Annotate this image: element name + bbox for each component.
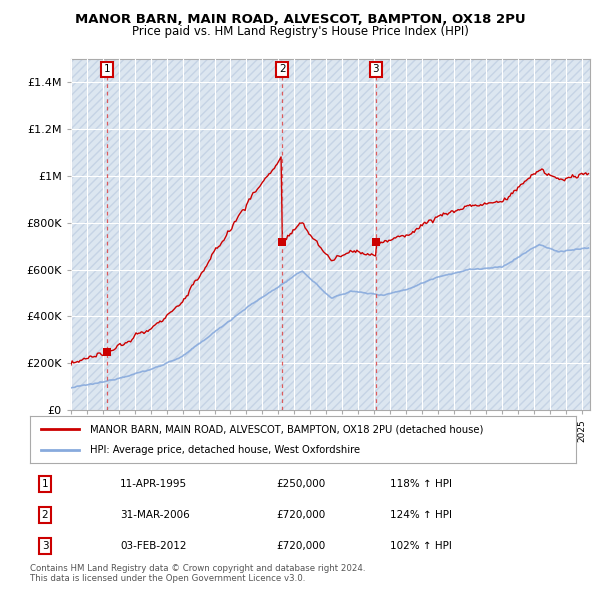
Text: Contains HM Land Registry data © Crown copyright and database right 2024.
This d: Contains HM Land Registry data © Crown c…: [30, 563, 365, 583]
Text: 3: 3: [373, 64, 379, 74]
Text: 124% ↑ HPI: 124% ↑ HPI: [390, 510, 452, 520]
Text: 1: 1: [41, 480, 49, 489]
Text: £720,000: £720,000: [276, 541, 325, 550]
Text: 3: 3: [41, 541, 49, 550]
Text: 1: 1: [104, 64, 110, 74]
Text: 31-MAR-2006: 31-MAR-2006: [120, 510, 190, 520]
Text: £720,000: £720,000: [276, 510, 325, 520]
Text: HPI: Average price, detached house, West Oxfordshire: HPI: Average price, detached house, West…: [90, 445, 360, 455]
Text: £250,000: £250,000: [276, 480, 325, 489]
Text: MANOR BARN, MAIN ROAD, ALVESCOT, BAMPTON, OX18 2PU (detached house): MANOR BARN, MAIN ROAD, ALVESCOT, BAMPTON…: [90, 424, 484, 434]
Text: 11-APR-1995: 11-APR-1995: [120, 480, 187, 489]
Text: 118% ↑ HPI: 118% ↑ HPI: [390, 480, 452, 489]
Text: MANOR BARN, MAIN ROAD, ALVESCOT, BAMPTON, OX18 2PU: MANOR BARN, MAIN ROAD, ALVESCOT, BAMPTON…: [74, 13, 526, 26]
Text: 2: 2: [279, 64, 286, 74]
Text: 2: 2: [41, 510, 49, 520]
Text: Price paid vs. HM Land Registry's House Price Index (HPI): Price paid vs. HM Land Registry's House …: [131, 25, 469, 38]
Text: 102% ↑ HPI: 102% ↑ HPI: [390, 541, 452, 550]
Text: 03-FEB-2012: 03-FEB-2012: [120, 541, 187, 550]
